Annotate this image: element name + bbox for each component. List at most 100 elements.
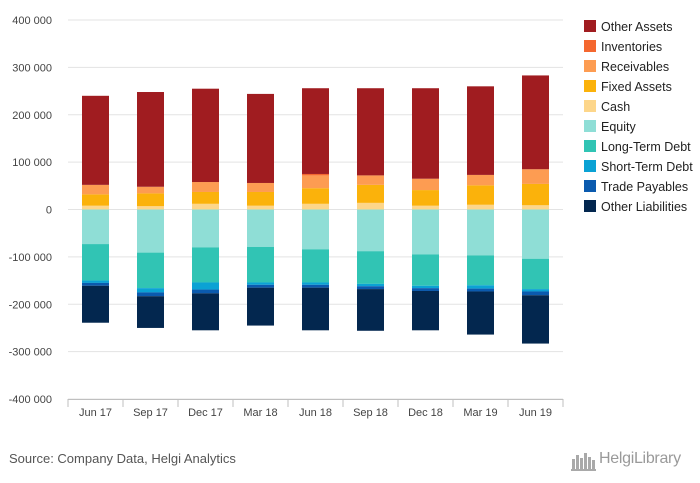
- x-tick-label: Dec 18: [408, 407, 443, 419]
- y-tick-label: -100 000: [9, 252, 52, 264]
- bar-fixed-assets: [137, 193, 164, 207]
- y-tick-label: 100 000: [12, 157, 52, 169]
- x-tick-label: Dec 17: [188, 407, 223, 419]
- bar-long-term-debt: [412, 254, 439, 286]
- bar-cash: [247, 205, 274, 210]
- bar-trade-payables: [467, 288, 494, 292]
- legend-label: Equity: [601, 120, 636, 134]
- x-tick-label: Mar 18: [243, 407, 277, 419]
- bar-short-term-debt: [357, 283, 384, 287]
- bar-receivables: [137, 186, 164, 194]
- bar-other-assets: [137, 92, 164, 187]
- bar-other-assets: [192, 88, 219, 183]
- x-tick-label: Mar 19: [463, 407, 497, 419]
- bar-cash: [302, 203, 329, 210]
- bar-short-term-debt: [137, 288, 164, 293]
- bars-layer: [82, 75, 549, 344]
- legend-label: Short-Term Debt: [601, 160, 693, 174]
- bar-cash: [357, 202, 384, 210]
- source-note: Source: Company Data, Helgi Analytics: [9, 451, 236, 466]
- legend-label: Trade Payables: [601, 180, 688, 194]
- bar-equity: [522, 209, 549, 259]
- bar-other-assets: [302, 88, 329, 174]
- bar-receivables: [467, 174, 494, 186]
- bar-other-liabilities: [302, 287, 329, 331]
- bar-cash: [467, 204, 494, 210]
- bar-trade-payables: [357, 286, 384, 290]
- legend-swatch: [584, 160, 596, 172]
- bar-fixed-assets: [467, 185, 494, 205]
- bar-other-assets: [357, 88, 384, 176]
- bar-cash: [82, 205, 109, 210]
- bar-cash: [192, 203, 219, 210]
- legend-label: Other Liabilities: [601, 200, 687, 214]
- legend-swatch: [584, 100, 596, 112]
- bar-fixed-assets: [82, 194, 109, 206]
- bar-receivables: [302, 175, 329, 189]
- bar-equity: [192, 209, 219, 248]
- bar-receivables: [192, 182, 219, 192]
- bar-other-liabilities: [137, 296, 164, 328]
- bar-cash: [137, 206, 164, 210]
- bar-equity: [82, 209, 109, 245]
- legend-label: Receivables: [601, 60, 669, 74]
- bar-other-liabilities: [357, 289, 384, 331]
- y-tick-label: 300 000: [12, 62, 52, 74]
- bar-equity: [302, 209, 329, 250]
- bar-other-assets: [522, 75, 549, 170]
- bar-short-term-debt: [522, 289, 549, 292]
- bar-receivables: [247, 182, 274, 192]
- bar-other-liabilities: [522, 295, 549, 344]
- bar-receivables: [82, 184, 109, 195]
- bar-inventories: [302, 173, 329, 176]
- y-tick-label: 400 000: [12, 15, 52, 27]
- x-tick-label: Jun 19: [519, 407, 552, 419]
- bar-trade-payables: [247, 284, 274, 288]
- bar-other-liabilities: [467, 291, 494, 335]
- bar-equity: [467, 209, 494, 256]
- x-tick-label: Sep 18: [353, 407, 388, 419]
- bar-fixed-assets: [192, 191, 219, 204]
- y-tick-label: -300 000: [9, 347, 52, 359]
- bar-short-term-debt: [302, 282, 329, 285]
- bar-long-term-debt: [467, 255, 494, 286]
- bar-other-liabilities: [82, 285, 109, 323]
- bar-fixed-assets: [247, 191, 274, 206]
- legend-swatch: [584, 60, 596, 72]
- legend-label: Inventories: [601, 40, 662, 54]
- bar-long-term-debt: [192, 247, 219, 283]
- legend-swatch: [584, 140, 596, 152]
- bar-cash: [412, 205, 439, 210]
- bar-fixed-assets: [357, 184, 384, 203]
- bar-short-term-debt: [192, 282, 219, 290]
- legend-swatch: [584, 40, 596, 52]
- legend-label: Other Assets: [601, 20, 673, 34]
- y-tick-label: 0: [46, 205, 52, 217]
- legend-label: Cash: [601, 100, 630, 114]
- bar-equity: [412, 209, 439, 255]
- bar-fixed-assets: [302, 188, 329, 204]
- x-tick-label: Jun 18: [299, 407, 332, 419]
- bar-other-liabilities: [192, 293, 219, 331]
- legend-swatch: [584, 180, 596, 192]
- bar-trade-payables: [82, 282, 109, 286]
- bar-trade-payables: [522, 291, 549, 296]
- bar-other-assets: [467, 86, 494, 175]
- legend-swatch: [584, 80, 596, 92]
- bar-fixed-assets: [522, 183, 549, 206]
- legend-swatch: [584, 20, 596, 32]
- bar-long-term-debt: [247, 246, 274, 283]
- bar-other-assets: [82, 95, 109, 185]
- bar-long-term-debt: [82, 244, 109, 281]
- bar-other-liabilities: [412, 290, 439, 331]
- bar-trade-payables: [412, 288, 439, 291]
- brand-name: HelgiLibrary: [599, 450, 681, 467]
- helgi-library-logo: HelgiLibrary: [571, 448, 693, 472]
- balance-sheet-chart: 400 000 300 000 200 000 100 000 0 -100 000 -20…: [9, 15, 694, 419]
- legend-label: Fixed Assets: [601, 80, 672, 94]
- y-tick-label: -400 000: [9, 394, 52, 406]
- bar-long-term-debt: [522, 258, 549, 290]
- bar-equity: [357, 209, 384, 252]
- bar-other-assets: [247, 93, 274, 183]
- bar-trade-payables: [302, 284, 329, 288]
